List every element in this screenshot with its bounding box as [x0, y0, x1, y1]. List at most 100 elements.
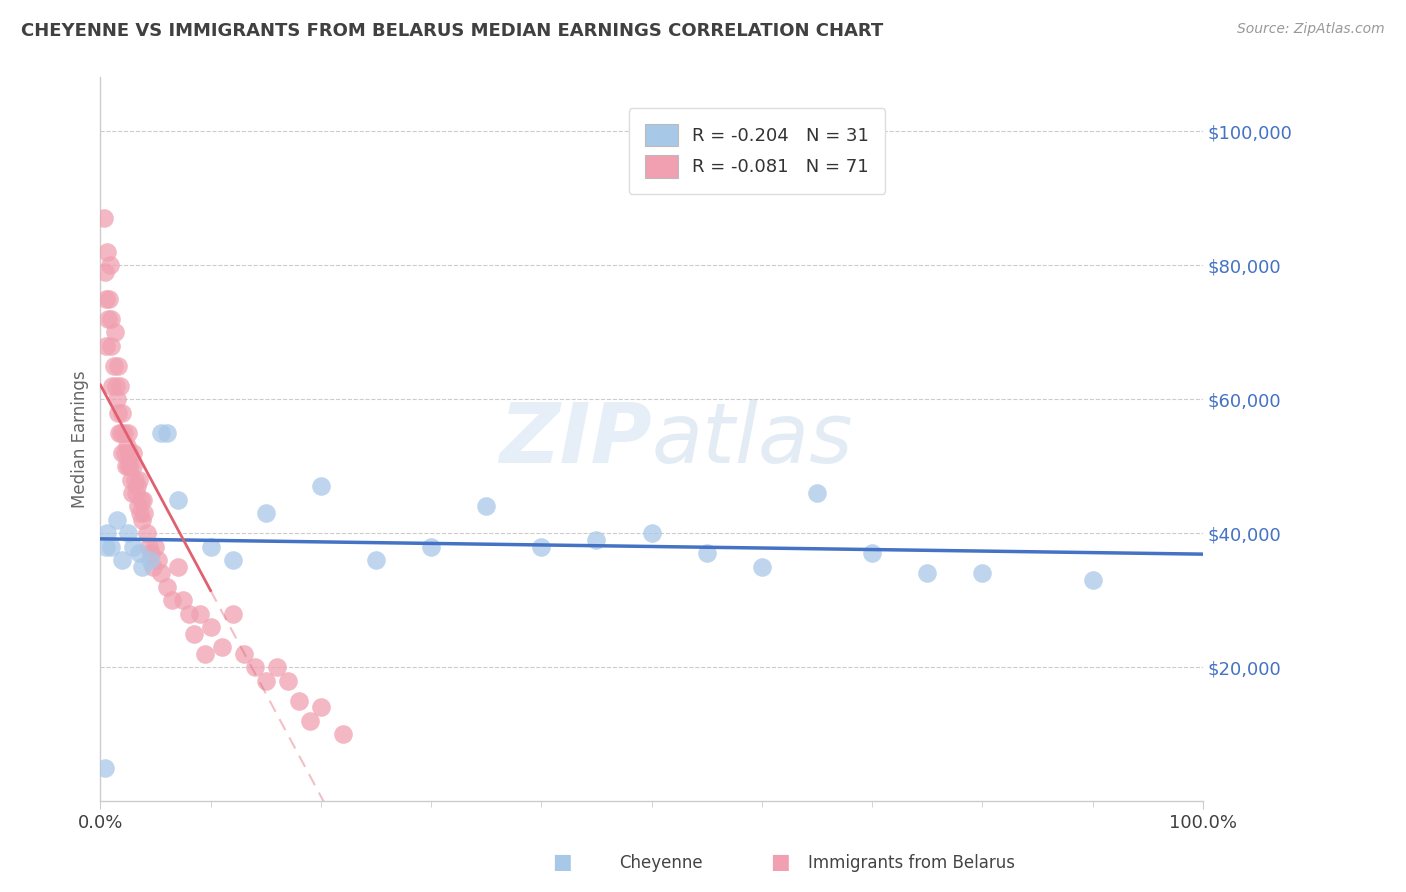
Point [915, 566, 938, 581]
Point [135, 526, 157, 541]
Point [107, 405, 129, 419]
Point [277, 673, 299, 688]
Point [131, 559, 153, 574]
Point [309, 479, 332, 493]
Point [172, 593, 194, 607]
Point [200, 540, 222, 554]
Point [104, 325, 127, 339]
Point [309, 700, 332, 714]
Point [124, 473, 146, 487]
Point [166, 559, 188, 574]
Point [200, 620, 222, 634]
Point [127, 500, 149, 514]
Point [114, 446, 136, 460]
Point [98, 258, 121, 272]
Point [121, 486, 143, 500]
Point [155, 580, 177, 594]
Point [94, 338, 117, 352]
Point [107, 359, 129, 373]
Point [111, 405, 134, 419]
Point [139, 553, 162, 567]
Point [183, 626, 205, 640]
Point [1081, 573, 1104, 587]
Point [96, 244, 118, 259]
Point [134, 506, 156, 520]
Point [585, 533, 607, 547]
Point [94, 265, 117, 279]
Point [128, 473, 150, 487]
Point [105, 392, 128, 406]
Point [94, 540, 117, 554]
Point [131, 513, 153, 527]
Point [138, 540, 160, 554]
Point [150, 566, 173, 581]
Point [100, 338, 122, 352]
Point [96, 526, 118, 541]
Point [108, 425, 131, 440]
Point [530, 540, 553, 554]
Point [122, 540, 145, 554]
Point [98, 292, 121, 306]
Point [114, 459, 136, 474]
Point [105, 513, 128, 527]
Point [232, 647, 254, 661]
Text: ■: ■ [553, 853, 572, 872]
Point [751, 559, 773, 574]
Point [364, 553, 387, 567]
Point [111, 446, 134, 460]
Point [177, 607, 200, 621]
Point [94, 292, 117, 306]
Point [129, 492, 152, 507]
Point [129, 506, 152, 520]
Point [298, 714, 321, 728]
Point [860, 546, 883, 560]
Point [122, 446, 145, 460]
Point [117, 459, 139, 474]
Point [93, 211, 115, 226]
Point [166, 492, 188, 507]
Point [128, 546, 150, 560]
Point [111, 553, 134, 567]
Point [188, 607, 211, 621]
Point [115, 439, 138, 453]
Point [972, 566, 994, 581]
Text: Cheyenne: Cheyenne [619, 855, 702, 872]
Point [150, 425, 173, 440]
Point [118, 446, 141, 460]
Point [221, 607, 243, 621]
Point [117, 526, 139, 541]
Point [243, 660, 266, 674]
Point [155, 425, 177, 440]
Text: Source: ZipAtlas.com: Source: ZipAtlas.com [1237, 22, 1385, 37]
Point [254, 673, 277, 688]
Point [100, 311, 122, 326]
Point [120, 473, 142, 487]
Point [97, 311, 120, 326]
Point [332, 727, 354, 741]
Point [145, 540, 167, 554]
Point [120, 459, 142, 474]
Point [288, 694, 311, 708]
Point [100, 540, 122, 554]
Point [117, 425, 139, 440]
Point [146, 553, 169, 567]
Point [110, 425, 132, 440]
Point [254, 506, 277, 520]
Point [125, 479, 148, 493]
Text: ■: ■ [770, 853, 790, 872]
Legend: R = -0.204   N = 31, R = -0.081   N = 71: R = -0.204 N = 31, R = -0.081 N = 71 [628, 108, 886, 194]
Point [806, 486, 828, 500]
Text: Immigrants from Belarus: Immigrants from Belarus [808, 855, 1015, 872]
Point [221, 553, 243, 567]
Point [475, 500, 498, 514]
Point [211, 640, 233, 654]
Point [108, 378, 131, 392]
Point [266, 660, 288, 674]
Point [101, 378, 124, 392]
Point [160, 593, 183, 607]
Point [94, 761, 117, 775]
Point [640, 526, 662, 541]
Point [124, 486, 146, 500]
Text: atlas: atlas [651, 399, 853, 480]
Point [420, 540, 443, 554]
